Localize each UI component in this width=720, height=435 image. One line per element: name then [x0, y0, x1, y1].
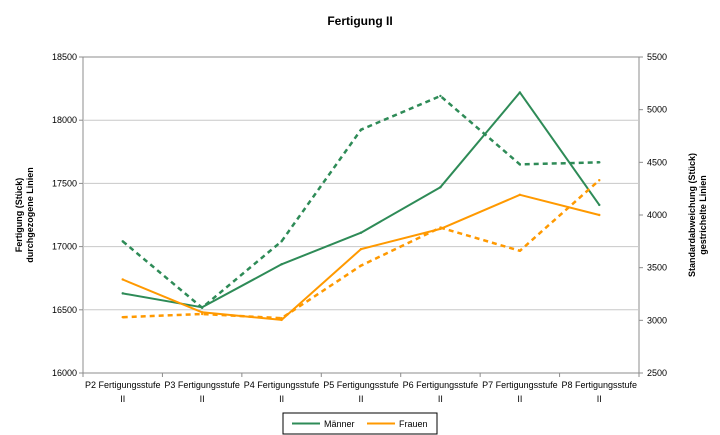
- x-tick-label-line2: II: [597, 394, 602, 404]
- right-tick-label: 4000: [647, 210, 667, 220]
- x-tick-label-line2: II: [200, 394, 205, 404]
- x-tick-label-line2: II: [120, 394, 125, 404]
- series-maenner-std-line-point: [518, 163, 522, 166]
- x-tick-label: P5 Fertigungsstufe: [323, 380, 399, 390]
- right-axis-label-line2: gestrichelte Linien: [698, 175, 708, 255]
- plot-area: [82, 56, 640, 374]
- series-frauen-std-line-point: [280, 317, 283, 320]
- series-frauen-std-line-point: [518, 249, 522, 253]
- x-tick-label-line2: II: [438, 394, 443, 404]
- series-frauen-std-line-point: [359, 264, 363, 267]
- series-layer: [121, 91, 601, 322]
- right-tick-label: 2500: [647, 368, 667, 378]
- x-tick-label-line2: II: [358, 394, 363, 404]
- left-axis-label-line2: durchgezogene Linien: [25, 167, 35, 263]
- x-tick-label: P6 Fertigungsstufe: [403, 380, 479, 390]
- left-tick-label: 18500: [52, 52, 77, 62]
- series-maenner-std-line-point: [121, 240, 124, 243]
- x-tick-label: P7 Fertigungsstufe: [482, 380, 558, 390]
- series-maenner-line-point: [280, 263, 283, 266]
- series-frauen-std-line-point: [439, 226, 442, 229]
- series-frauen-std-line-point: [200, 312, 204, 316]
- right-axis-ticks: 2500 3000 3500 4000 4500 5000 5500: [639, 52, 667, 378]
- series-frauen-line-point: [200, 311, 204, 314]
- series-maenner-line-point: [439, 185, 442, 189]
- series-maenner-std-line-point: [200, 306, 204, 309]
- legend: Männer Frauen: [282, 412, 438, 435]
- series-maenner-line-point: [518, 91, 522, 94]
- series-maenner-std-line-point: [439, 94, 442, 98]
- series-maenner-line-point: [121, 292, 124, 295]
- legend-box: [282, 412, 438, 435]
- x-tick-label-line2: II: [279, 394, 284, 404]
- series-frauen-line-point: [121, 278, 124, 281]
- series-frauen-std-line-point: [598, 179, 601, 182]
- series-maenner-std-line-point: [359, 128, 363, 131]
- legend-label-frauen: Frauen: [399, 419, 428, 429]
- right-tick-label: 3000: [647, 315, 667, 325]
- x-tick-label-line2: II: [517, 394, 522, 404]
- left-tick-label: 18000: [52, 115, 77, 125]
- x-tick-label: P8 Fertigungsstufe: [562, 380, 638, 390]
- series-maenner-std-line-point: [280, 240, 283, 243]
- series-maenner-std-line-point: [598, 161, 601, 164]
- left-tick-label: 16000: [52, 368, 77, 378]
- right-tick-label: 5000: [647, 105, 667, 115]
- series-frauen-line-point: [598, 213, 601, 217]
- left-axis-ticks: 16000 16500 17000 17500 18000 18500: [52, 52, 639, 378]
- left-tick-label: 16500: [52, 305, 77, 315]
- series-frauen-std-line-point: [121, 315, 124, 319]
- legend-label-maenner: Männer: [324, 419, 355, 429]
- left-axis-label-line1: Fertigung (Stück): [14, 178, 24, 253]
- series-maenner-line-point: [359, 231, 363, 234]
- left-tick-label: 17000: [52, 242, 77, 252]
- right-tick-label: 5500: [647, 52, 667, 62]
- x-tick-label: P2 Fertigungsstufe: [85, 380, 161, 390]
- series-frauen-line-point: [518, 193, 522, 196]
- chart-title: Fertigung II: [327, 14, 392, 28]
- right-axis-label-line1: Standardabweichung (Stück): [687, 153, 697, 277]
- x-tick-label: P4 Fertigungsstufe: [244, 380, 320, 390]
- series-frauen-line-point: [359, 247, 363, 251]
- series-maenner-line-point: [598, 203, 601, 207]
- right-tick-label: 4500: [647, 157, 667, 167]
- x-tick-label: P3 Fertigungsstufe: [164, 380, 240, 390]
- right-tick-label: 3500: [647, 263, 667, 273]
- x-axis-ticks: P2 Fertigungsstufe II P3 Fertigungsstufe II…: [82, 373, 640, 404]
- left-tick-label: 17500: [52, 178, 77, 188]
- series-frauen-line-point: [280, 318, 283, 322]
